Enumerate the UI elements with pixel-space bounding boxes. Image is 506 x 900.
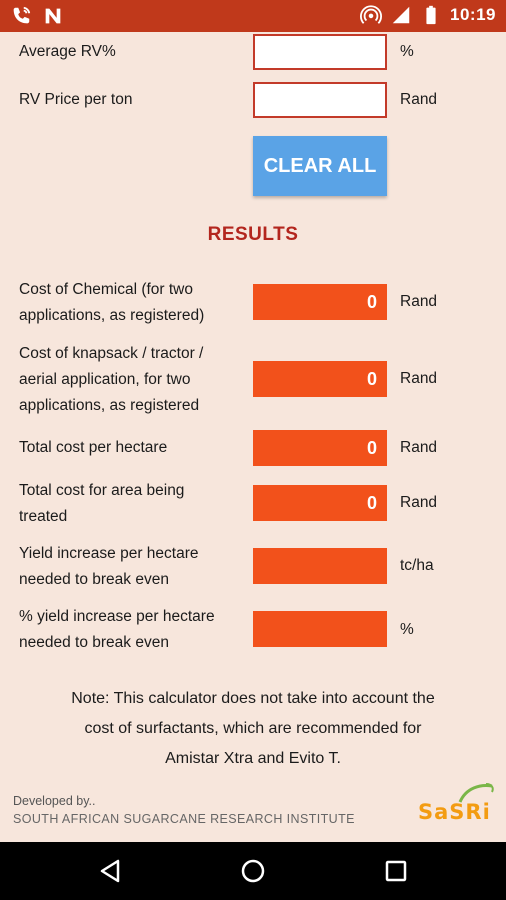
home-icon[interactable] <box>238 856 268 886</box>
cost-chemical-unit: Rand <box>400 293 438 310</box>
results-title: RESULTS <box>207 224 299 245</box>
application-cost-unit: Rand <box>400 370 438 387</box>
calculator-content: Average RV% % RV Price per ton Rand CLEA… <box>0 32 506 842</box>
yield-increase-label: Yield increase per hectare needed to bre… <box>19 545 199 588</box>
organization-name: SOUTH AFRICAN SUGARCANE RESEARCH INSTITU… <box>13 812 355 826</box>
total-cost-hectare-unit: Rand <box>400 439 438 456</box>
average-rv-input[interactable] <box>253 34 387 70</box>
yield-increase-unit: tc/ha <box>400 557 434 574</box>
cost-chemical-value: 0 <box>253 284 387 320</box>
total-cost-hectare-label: Total cost per hectare <box>19 439 168 456</box>
status-bar: 10:19 <box>0 0 506 32</box>
total-cost-area-label: Total cost for area being treated <box>19 482 185 525</box>
recents-icon[interactable] <box>381 856 411 886</box>
wifi-calling-icon <box>13 6 31 24</box>
average-rv-unit: % <box>400 43 414 60</box>
rv-price-label: RV Price per ton <box>19 91 133 108</box>
yield-increase-value <box>253 548 387 584</box>
rv-price-input[interactable] <box>253 82 387 118</box>
surfactant-note: Note: This calculator does not take into… <box>71 690 435 767</box>
application-cost-label: Cost of knapsack / tractor / aerial appl… <box>19 345 204 414</box>
cost-chemical-label: Cost of Chemical (for two applications, … <box>19 281 205 324</box>
developed-by-text: Developed by.. <box>13 794 96 808</box>
back-icon[interactable] <box>96 856 126 886</box>
signal-icon <box>392 6 410 24</box>
sasri-logo: SaSRi <box>418 782 494 830</box>
total-cost-area-value: 0 <box>253 485 387 521</box>
average-rv-label: Average RV% <box>19 43 116 60</box>
hotspot-icon <box>360 5 383 24</box>
application-cost-value: 0 <box>253 361 387 397</box>
leaf-icon <box>458 783 494 803</box>
percent-yield-unit: % <box>400 621 414 638</box>
percent-yield-label: % yield increase per hectare needed to b… <box>19 608 215 651</box>
rv-price-unit: Rand <box>400 91 438 108</box>
percent-yield-value <box>253 611 387 647</box>
battery-icon <box>426 5 436 25</box>
status-time: 10:19 <box>450 5 496 24</box>
clear-all-button[interactable]: CLEAR ALL <box>253 136 387 196</box>
notification-n-icon <box>45 8 61 24</box>
total-cost-hectare-value: 0 <box>253 430 387 466</box>
navigation-bar <box>0 842 506 900</box>
total-cost-area-unit: Rand <box>400 494 438 511</box>
logo-text: SaSRi <box>418 800 491 824</box>
